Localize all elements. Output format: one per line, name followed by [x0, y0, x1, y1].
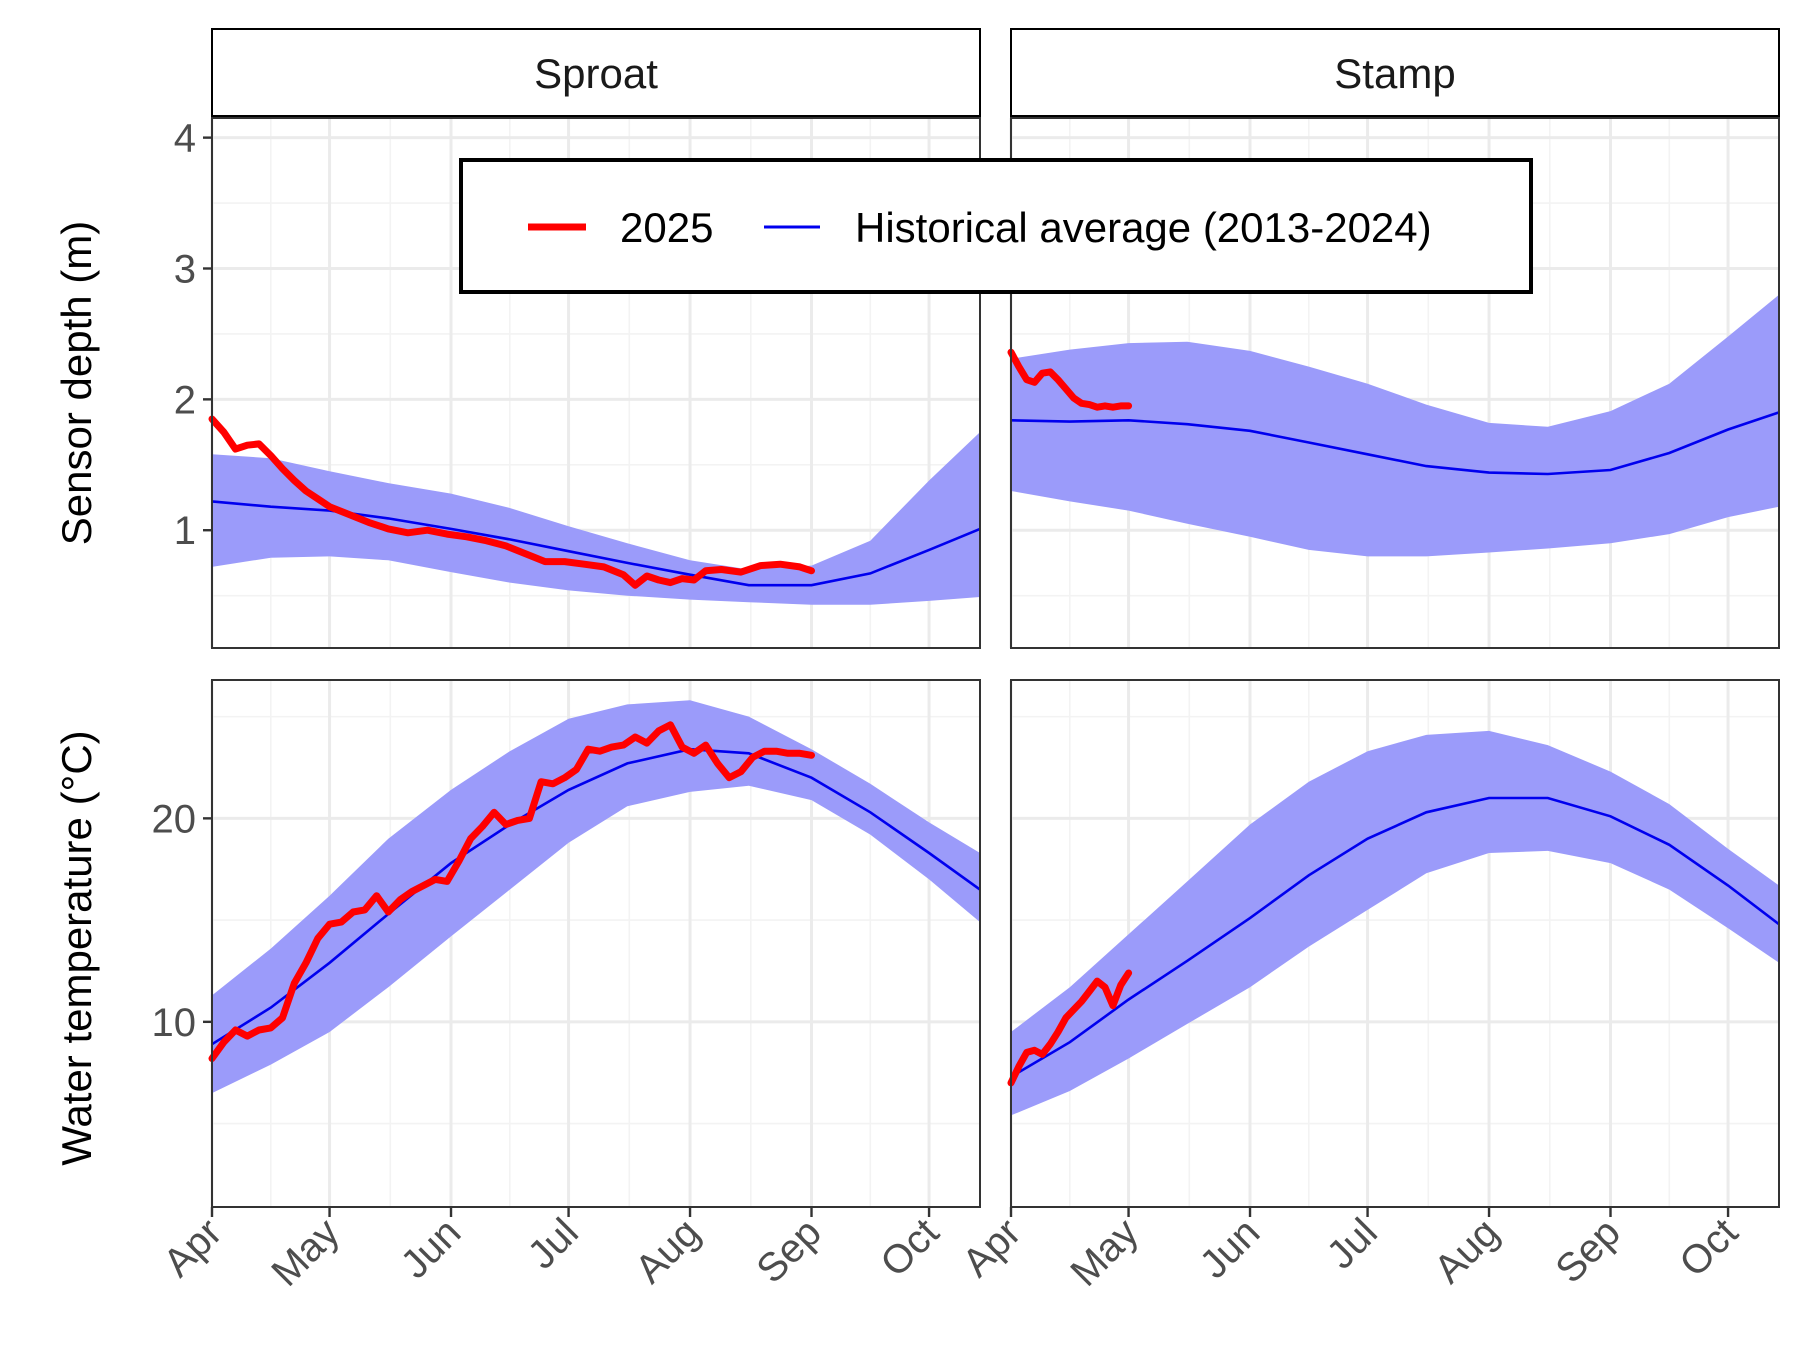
y-tick-label: 10 — [152, 1001, 197, 1045]
panel-border — [1010, 117, 1780, 649]
historical-average-line — [1010, 796, 1780, 1078]
series-2025-line — [1007, 348, 1133, 411]
y-tick-label: 4 — [174, 117, 196, 161]
historical-range-band — [1011, 294, 1779, 557]
y-tick-label: 2 — [174, 378, 196, 422]
panel-border — [211, 117, 981, 649]
facet-strips: Sproat Stamp — [211, 28, 1780, 117]
legend-box — [459, 158, 1533, 294]
y-tick-label: 20 — [152, 797, 197, 841]
strip-label-sproat: Sproat — [534, 50, 658, 97]
panel-border — [1010, 679, 1780, 1208]
strip-box-stamp — [1010, 28, 1780, 117]
legend-label-2025: 2025 — [620, 204, 713, 251]
y-axis-title-depth: Sensor depth (m) — [53, 221, 100, 545]
series-2025-line — [208, 415, 815, 589]
historical-average-line — [1010, 411, 1780, 476]
historical-range-band — [212, 432, 980, 605]
legend-label-historical-average: Historical average (2013-2024) — [855, 204, 1432, 251]
y-axis-title-temperature: Water temperature (°C) — [53, 730, 100, 1165]
series-2025-line — [1007, 969, 1133, 1087]
strip-label-stamp: Stamp — [1334, 50, 1455, 97]
historical-range-band — [1011, 730, 1779, 1116]
legend: 2025 Historical average (2013-2024) — [459, 158, 1533, 294]
panel-border — [211, 679, 981, 1208]
series-2025-line — [208, 721, 815, 1062]
strip-box-sproat — [211, 28, 981, 117]
panel-sproat-temperature — [208, 679, 981, 1208]
y-tick-label: 3 — [174, 247, 196, 291]
y-tick-label: 1 — [174, 509, 196, 553]
historical-average-line — [211, 747, 981, 1046]
panel-stamp-temperature — [1007, 679, 1780, 1208]
